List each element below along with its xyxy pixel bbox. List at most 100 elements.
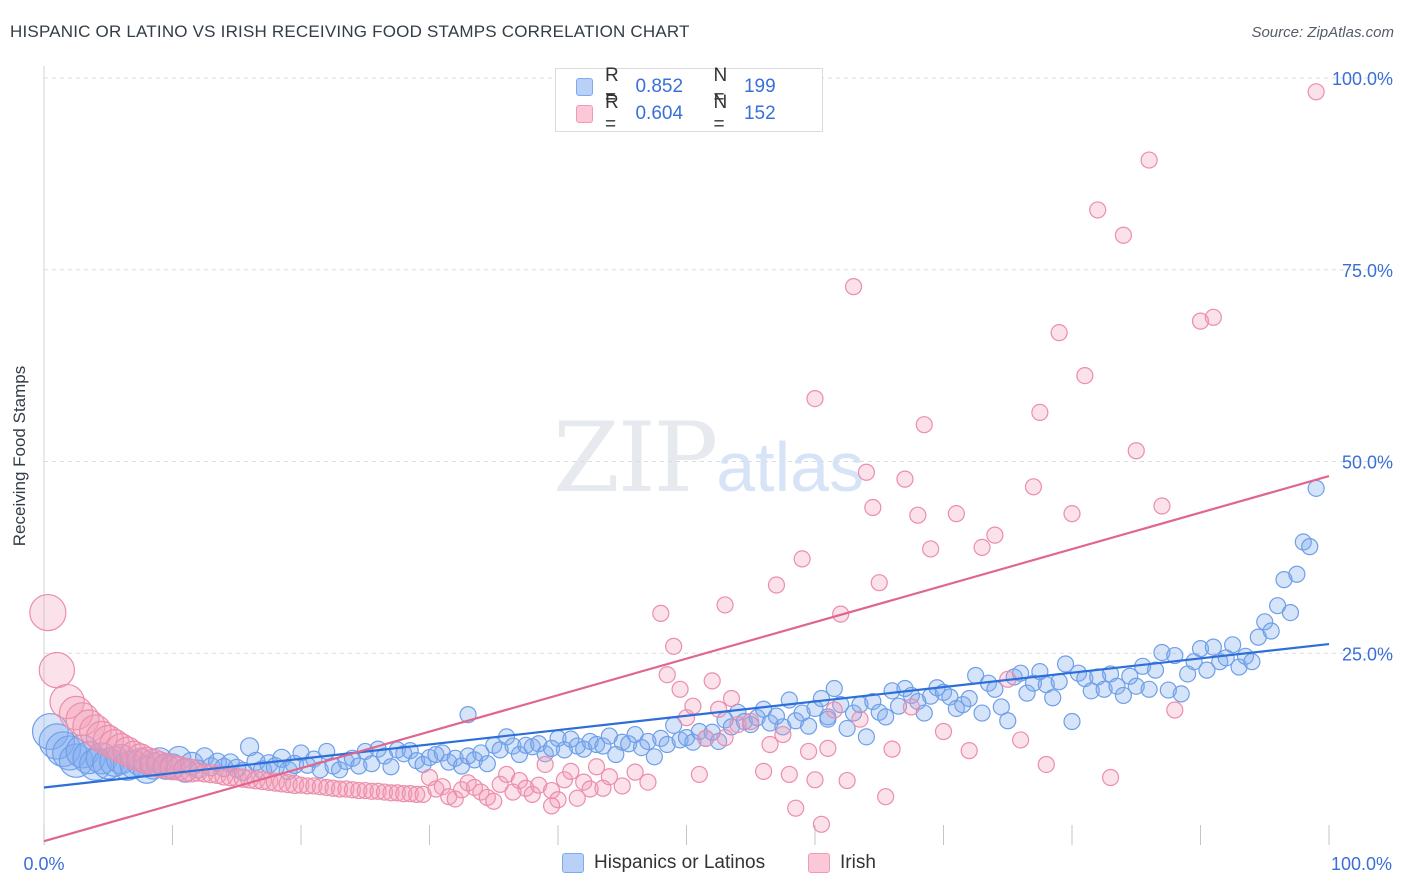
hispanic-point: [530, 735, 548, 753]
legend-item-irish[interactable]: Irish: [808, 852, 876, 874]
irish-point: [934, 722, 953, 741]
irish-point: [658, 666, 676, 684]
irish-point: [973, 538, 991, 557]
irish-point: [536, 755, 554, 774]
irish-point: [671, 680, 689, 698]
irish-point: [716, 596, 734, 614]
hispanic-point: [363, 755, 381, 773]
hispanic-point: [1166, 646, 1184, 665]
hispanic-point: [639, 732, 657, 751]
irish-point: [799, 742, 818, 761]
hispanic-point: [1198, 661, 1216, 679]
irish-point: [1114, 226, 1133, 244]
hispanic-point: [838, 719, 856, 738]
hispanic-point: [1044, 689, 1062, 707]
irish-point: [716, 729, 734, 747]
irish-point: [542, 781, 561, 800]
irish-point: [665, 637, 683, 655]
hispanic-point: [877, 708, 895, 726]
irish-point: [1063, 505, 1081, 523]
irish-point: [530, 776, 548, 794]
hispanic-point: [960, 689, 978, 708]
irish-point: [324, 779, 342, 797]
hispanic-point: [1281, 603, 1300, 622]
irish-point: [909, 506, 927, 524]
hispanic-point: [587, 735, 606, 754]
irish-point: [844, 278, 863, 296]
hispanic-point: [684, 733, 702, 751]
hispanic-point: [1082, 682, 1100, 700]
legend-n-label: N =: [713, 92, 728, 135]
watermark-zip: ZIP: [553, 402, 718, 514]
irish-point: [1140, 151, 1158, 169]
irish-point: [58, 695, 94, 731]
y-tick-label: 75.0%: [1342, 261, 1393, 281]
irish-point: [562, 762, 580, 780]
hispanic-point: [510, 745, 529, 764]
irish-point: [697, 729, 715, 747]
hispanic-point: [478, 755, 496, 773]
hispanic-point: [1288, 565, 1306, 583]
irish-point: [767, 576, 786, 594]
irish-point: [838, 771, 856, 790]
irish-point: [318, 778, 336, 797]
hispanic-point: [472, 744, 490, 762]
hispanic-point: [864, 692, 882, 711]
legend-swatch-hispanic: [576, 78, 593, 96]
irish-point: [902, 698, 920, 716]
irish-point: [639, 773, 657, 791]
irish-point: [722, 689, 741, 708]
legend-item-hispanic[interactable]: Hispanics or Latinos: [562, 852, 765, 874]
hispanic-point: [1114, 686, 1133, 705]
irish-point: [774, 725, 792, 744]
hispanic-point: [427, 745, 445, 764]
irish-point: [485, 792, 503, 810]
irish-point: [311, 778, 329, 796]
irish-point: [684, 697, 702, 715]
irish-point: [343, 781, 361, 799]
irish-point: [408, 785, 426, 803]
irish-point: [787, 799, 805, 817]
irish-point: [369, 782, 387, 800]
irish-point: [587, 758, 606, 776]
irish-trend-line: [43, 475, 1330, 843]
irish-point: [761, 735, 779, 754]
hispanic-point: [1018, 684, 1036, 702]
irish-point: [812, 815, 831, 833]
hispanic-point: [594, 737, 612, 755]
hispanic-point: [767, 707, 786, 725]
hispanic-point: [72, 740, 106, 775]
series-legend: Hispanics or Latinos Irish: [0, 852, 1406, 878]
legend-n-value: 152: [743, 103, 776, 124]
irish-point: [375, 783, 394, 801]
irish-point: [1307, 83, 1325, 101]
chart-title: HISPANIC OR LATINO VS IRISH RECEIVING FO…: [10, 22, 690, 41]
irish-point: [356, 781, 374, 800]
y-tick-label: 100.0%: [1332, 69, 1393, 89]
hispanic-point: [1050, 673, 1068, 691]
hispanic-point: [31, 712, 69, 750]
irish-point: [284, 774, 305, 795]
irish-point: [883, 740, 901, 758]
irish-point: [1153, 497, 1171, 515]
legend-row-hispanic: R = 0.852 N = 199: [576, 65, 822, 108]
legend-r-value: 0.604: [635, 103, 684, 124]
hispanic-point: [1121, 667, 1139, 685]
irish-point: [703, 672, 721, 690]
irish-point: [915, 416, 933, 434]
irish-point: [1204, 308, 1222, 326]
hispanic-point: [761, 714, 779, 732]
irish-point: [806, 771, 824, 789]
hispanic-point: [1204, 638, 1222, 656]
irish-point: [1127, 442, 1145, 460]
irish-point: [350, 781, 368, 800]
irish-point: [65, 702, 100, 737]
irish-point: [575, 773, 593, 791]
irish-point: [851, 710, 869, 728]
hispanic-point: [1301, 538, 1319, 556]
hispanic-point: [1307, 479, 1325, 497]
irish-point: [652, 604, 670, 622]
irish-point: [819, 739, 837, 757]
hispanic-point: [799, 717, 818, 735]
irish-point: [806, 390, 824, 408]
